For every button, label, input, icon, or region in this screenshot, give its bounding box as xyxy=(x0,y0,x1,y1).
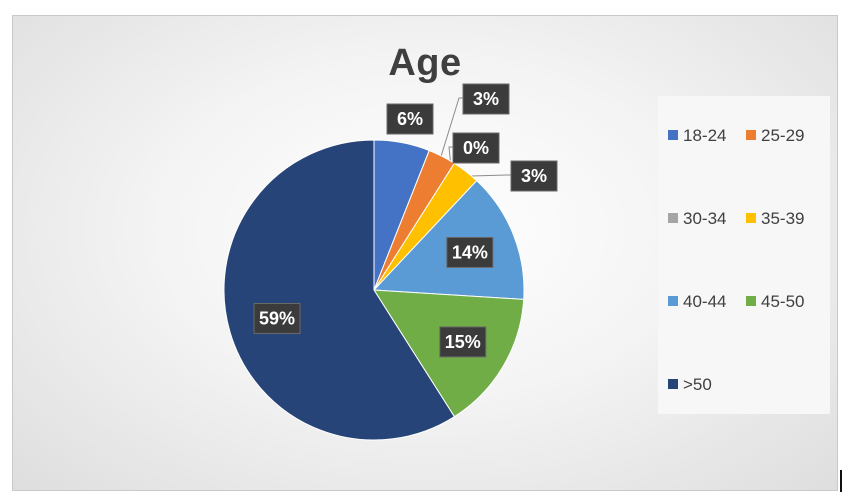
data-label-30-34: 0% xyxy=(452,132,500,164)
data-label-text: 3% xyxy=(473,89,499,109)
legend-label: 30-34 xyxy=(683,209,727,228)
legend-swatch xyxy=(668,296,678,306)
data-label-18-24: 6% xyxy=(386,103,434,135)
data-label-text: 14% xyxy=(452,242,488,262)
data-label-50: 59% xyxy=(253,302,301,334)
legend-swatch xyxy=(668,130,678,140)
data-label-box xyxy=(386,103,434,135)
data-label-box xyxy=(439,326,487,358)
legend-item: 35-39 xyxy=(746,209,804,229)
legend-label: >50 xyxy=(683,375,712,394)
slice-50 xyxy=(223,139,456,441)
pie-slices xyxy=(223,139,525,441)
legend-swatch xyxy=(668,213,678,223)
legend-label: 45-50 xyxy=(761,292,805,311)
pie-chart: 6% 3% 0% 3% 14% 15% 59% xyxy=(223,83,558,441)
legend-item: 18-24 xyxy=(668,126,726,146)
legend-label: 40-44 xyxy=(683,292,727,311)
data-label-box xyxy=(446,236,494,268)
legend-swatch xyxy=(668,379,678,389)
chart-area: Age 6% 3% 0% 3% 14% 15% 59% 18-24 25-29 30-34 35-… xyxy=(12,15,838,491)
legend-label: 18-24 xyxy=(683,126,727,145)
data-label-text: 59% xyxy=(259,308,295,328)
data-label-45-50: 15% xyxy=(439,326,487,358)
data-label-25-29: 3% xyxy=(462,83,510,115)
legend-label: 35-39 xyxy=(761,209,805,228)
text-cursor xyxy=(840,470,842,492)
data-label-text: 3% xyxy=(521,166,547,186)
data-label-text: 6% xyxy=(397,109,423,129)
legend-item: 25-29 xyxy=(746,126,804,146)
data-label-text: 0% xyxy=(463,138,489,158)
legend-swatch xyxy=(746,213,756,223)
data-labels: 6% 3% 0% 3% 14% 15% 59% xyxy=(253,83,558,358)
data-label-box xyxy=(452,132,500,164)
data-label-40-44: 14% xyxy=(446,236,494,268)
legend-item: >50 xyxy=(668,375,712,395)
legend-item: 40-44 xyxy=(668,292,726,312)
chart-title: Age xyxy=(388,42,462,84)
legend-label: 25-29 xyxy=(761,126,805,145)
legend-swatch xyxy=(746,130,756,140)
data-label-35-39: 3% xyxy=(510,160,558,192)
data-label-box xyxy=(462,83,510,115)
leader-line-25-29 xyxy=(438,97,463,162)
legend-swatch xyxy=(746,296,756,306)
legend-item: 30-34 xyxy=(668,209,726,229)
legend-item: 45-50 xyxy=(746,292,804,312)
data-label-box xyxy=(510,160,558,192)
legend: 18-24 25-29 30-34 35-39 40-44 45-50 >50 xyxy=(658,96,830,414)
leader-line-35-39 xyxy=(462,174,511,177)
data-label-box xyxy=(253,302,301,334)
data-label-text: 15% xyxy=(445,332,481,352)
